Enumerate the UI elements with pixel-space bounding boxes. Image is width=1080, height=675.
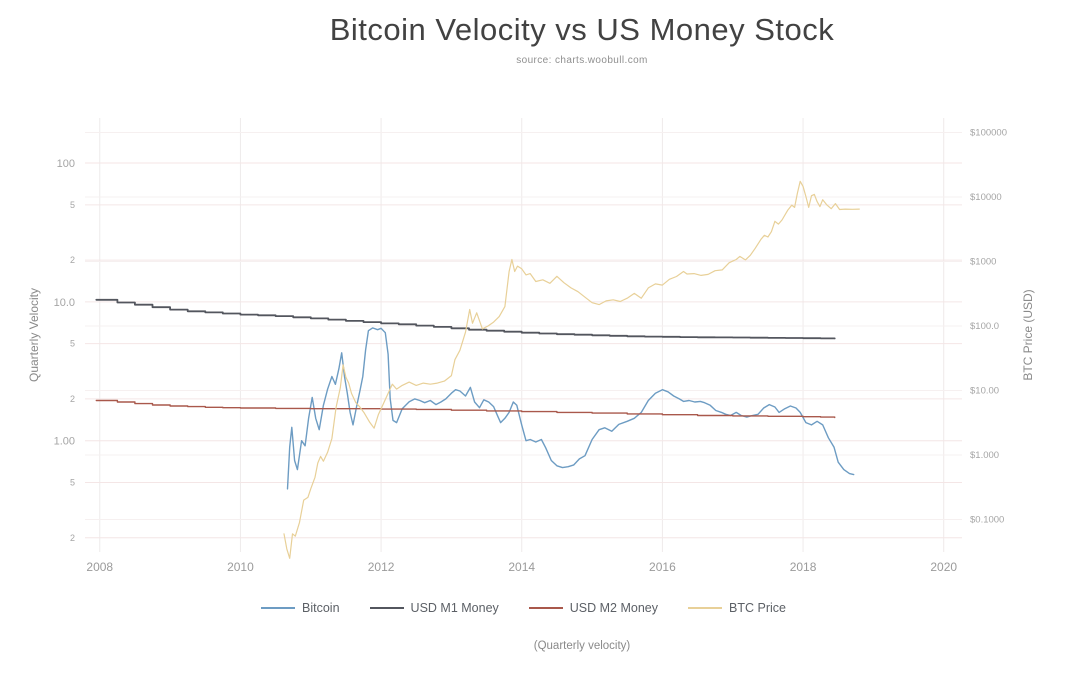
x-tick-label: 2012	[368, 560, 395, 574]
left-tick-label: 2	[70, 394, 75, 404]
legend-label: BTC Price	[729, 601, 786, 615]
series-line-usd-m2-money[interactable]	[95, 399, 836, 419]
legend-swatch-bitcoin	[261, 607, 296, 609]
left-tick-label: 100	[57, 158, 75, 170]
left-axis-title: Quarterly Velocity	[27, 288, 41, 382]
legend-swatch-usd-m1-money	[369, 607, 404, 609]
x-tick-label: 2020	[930, 560, 957, 574]
right-tick-label: $0.1000	[970, 514, 1004, 525]
x-tick-label: 2008	[86, 560, 113, 574]
left-tick-label: 5	[70, 200, 75, 210]
legend-swatch-usd-m2-money	[528, 607, 563, 609]
x-tick-label: 2016	[649, 560, 676, 574]
legend-item-bitcoin[interactable]: Bitcoin	[261, 601, 340, 615]
chart-title: Bitcoin Velocity vs US Money Stock	[329, 12, 835, 47]
right-tick-label: $100.0	[970, 321, 999, 332]
series-line-usd-m1-money[interactable]	[95, 298, 836, 340]
right-axis-title: BTC Price (USD)	[1021, 289, 1035, 380]
legend-swatch-btc-price	[688, 607, 723, 609]
x-tick-label: 2018	[790, 560, 817, 574]
right-tick-label: $1000	[970, 257, 996, 268]
legend: Bitcoin USD M1 Money USD M2 Money BTC Pr…	[85, 601, 962, 615]
legend-label: USD M2 Money	[569, 601, 659, 615]
chart-caption: (Quarterly velocity)	[533, 640, 631, 652]
chart-subtitle: source: charts.woobull.com	[516, 54, 648, 66]
left-tick-label: 5	[70, 339, 75, 349]
legend-label: Bitcoin	[302, 601, 340, 615]
right-tick-label: $10000	[970, 192, 1002, 203]
legend-label: USD M1 Money	[410, 601, 499, 615]
legend-item-btc-price[interactable]: BTC Price	[688, 601, 786, 615]
series-line-btc-price[interactable]	[283, 180, 860, 559]
x-tick-label: 2014	[508, 560, 535, 574]
chart-header: Bitcoin Velocity vs US Money Stock sourc…	[42, 12, 1080, 66]
right-tick-label: $10.00	[970, 385, 999, 396]
left-tick-label: 2	[70, 533, 75, 543]
legend-item-usd-m2-money[interactable]: USD M2 Money	[528, 601, 659, 615]
left-tick-label: 10.0	[54, 297, 75, 309]
right-tick-label: $100000	[970, 128, 1007, 139]
legend-item-usd-m1-money[interactable]: USD M1 Money	[369, 601, 499, 615]
left-tick-label: 1.00	[54, 436, 75, 448]
left-tick-label: 2	[70, 255, 75, 265]
right-tick-label: $1.000	[970, 450, 999, 461]
left-tick-label: 5	[70, 478, 75, 488]
x-tick-label: 2010	[227, 560, 254, 574]
